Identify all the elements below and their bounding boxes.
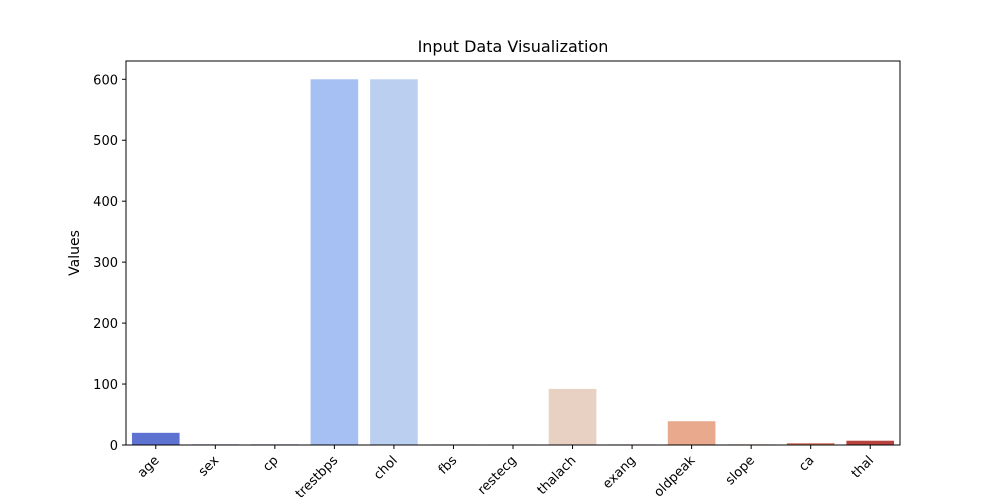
y-tick-label: 0 — [110, 439, 118, 454]
y-tick-label: 500 — [93, 134, 118, 149]
x-tick-label: fbs — [436, 453, 461, 478]
bar-trestbps — [310, 79, 359, 445]
x-tick-label: thal — [849, 453, 877, 481]
bar-thalach — [548, 388, 597, 445]
bar-chol — [370, 79, 418, 445]
x-tick-label: oldpeak — [651, 453, 698, 500]
x-axis: age sex cp trestbps chol fbs restecg thalach exa… — [135, 445, 877, 502]
plot-frame — [125, 60, 901, 446]
bars-layer — [131, 79, 895, 445]
y-tick-label: 600 — [93, 73, 118, 88]
x-tick-label: chol — [371, 453, 401, 483]
bar-oldpeak — [667, 421, 716, 445]
x-tick-label: slope — [723, 453, 758, 488]
y-axis-label: Values — [67, 230, 83, 276]
bar-thal — [846, 440, 895, 445]
bar-ca — [786, 443, 835, 445]
y-axis: 0 100 200 300 400 500 600 — [93, 73, 126, 454]
x-tick-label: sex — [196, 453, 223, 480]
x-tick-label: cp — [260, 453, 282, 475]
bar-age — [131, 432, 180, 445]
y-tick-label: 200 — [93, 317, 118, 332]
x-tick-label: ca — [796, 453, 817, 474]
y-tick-label: 300 — [93, 256, 118, 271]
y-tick-label: 400 — [93, 195, 118, 210]
x-tick-label: thalach — [535, 453, 580, 498]
x-tick-label: trestbps — [293, 453, 341, 500]
chart-title: Input Data Visualization — [418, 37, 609, 56]
y-tick-label: 100 — [93, 378, 118, 393]
x-tick-label: restecg — [475, 453, 520, 498]
x-tick-label: exang — [600, 453, 639, 492]
x-tick-label: age — [135, 453, 163, 481]
